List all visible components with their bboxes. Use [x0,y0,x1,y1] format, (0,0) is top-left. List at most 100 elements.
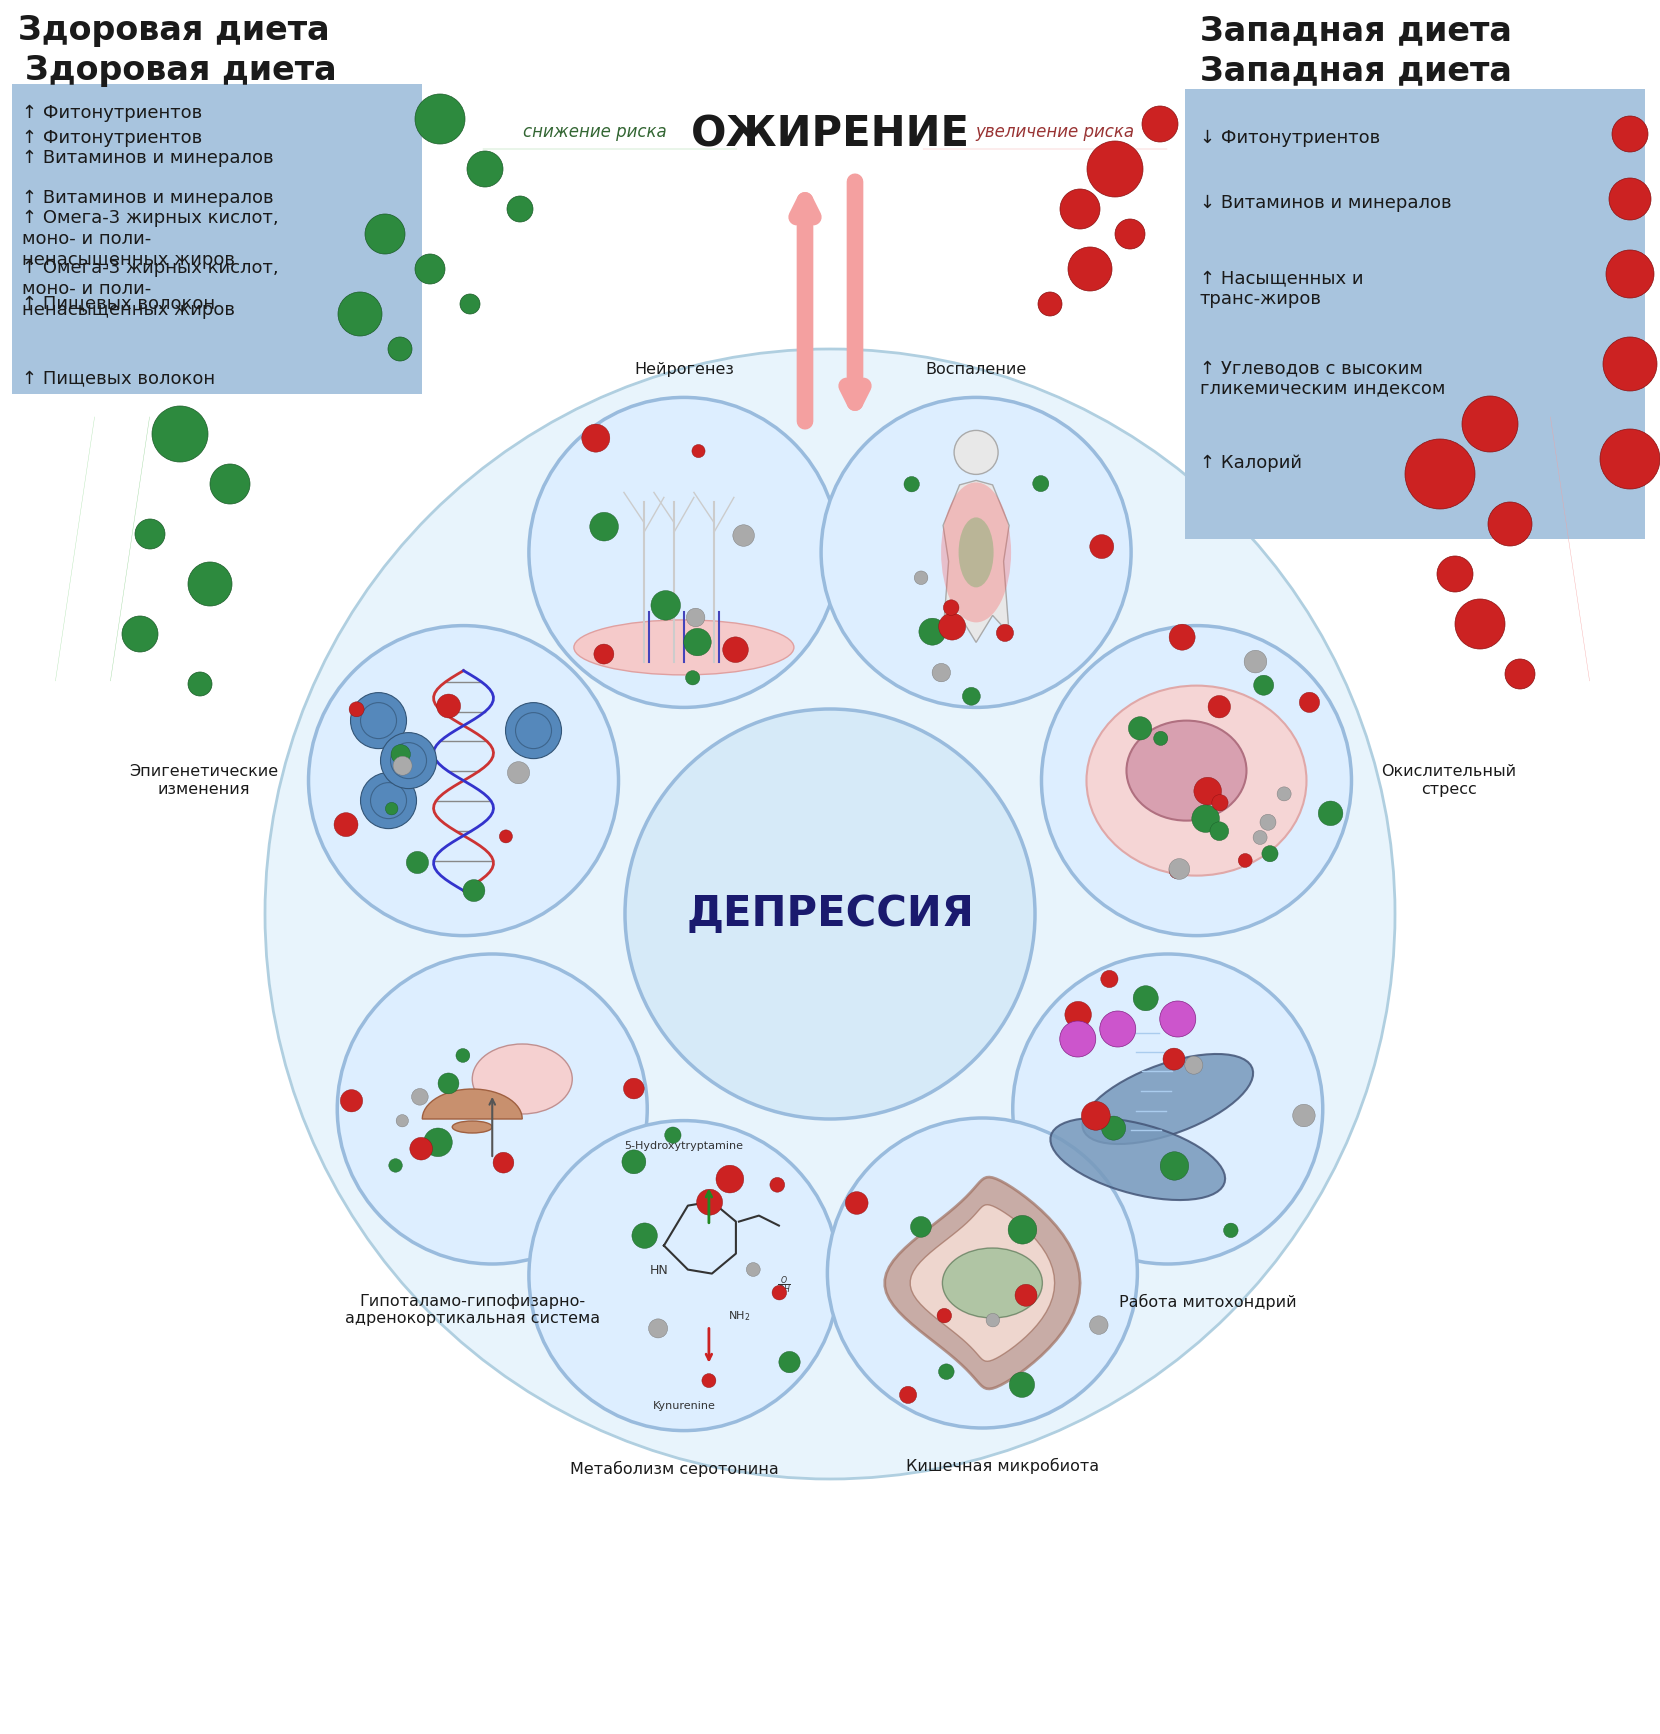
Circle shape [1318,801,1343,825]
Circle shape [581,425,609,453]
Circle shape [1013,954,1323,1264]
Circle shape [1169,624,1195,650]
Circle shape [827,1118,1137,1429]
Circle shape [188,562,232,605]
Circle shape [437,694,460,718]
FancyArrowPatch shape [110,416,149,681]
Circle shape [1033,475,1049,492]
Circle shape [624,1079,644,1099]
Circle shape [1087,140,1144,198]
Circle shape [334,813,359,836]
Circle shape [380,732,437,789]
Text: Западная диета: Западная диета [1200,54,1512,87]
Circle shape [1253,831,1267,844]
Circle shape [1160,1151,1189,1181]
Circle shape [1243,650,1267,673]
Circle shape [1253,675,1273,695]
Text: ↑ Фитонутриентов: ↑ Фитонутриентов [22,104,203,121]
Circle shape [1462,395,1517,453]
Ellipse shape [958,517,994,588]
Circle shape [360,773,417,829]
Circle shape [622,1150,646,1174]
Circle shape [360,702,397,739]
Circle shape [632,1222,657,1248]
Circle shape [1038,291,1062,316]
Circle shape [1041,626,1351,936]
Ellipse shape [941,482,1011,623]
Text: ОЖИРЕНИЕ: ОЖИРЕНИЕ [691,113,969,154]
Circle shape [986,1313,999,1327]
Circle shape [407,851,428,874]
FancyArrowPatch shape [55,416,95,681]
Circle shape [702,1373,715,1387]
Circle shape [1404,439,1476,510]
Circle shape [649,1320,667,1339]
Circle shape [1605,250,1653,298]
Text: ↑ Пищевых волокон: ↑ Пищевых волокон [22,369,216,387]
Circle shape [1101,971,1119,988]
Circle shape [410,1138,433,1160]
Circle shape [506,702,561,758]
Circle shape [460,295,480,314]
Circle shape [188,673,212,695]
Circle shape [1210,822,1228,841]
Text: Здоровая диета: Здоровая диета [18,14,330,47]
Circle shape [1438,557,1472,591]
Circle shape [1160,1001,1195,1037]
Circle shape [337,954,647,1264]
FancyBboxPatch shape [1185,88,1645,539]
Circle shape [388,1158,402,1172]
Circle shape [393,756,412,775]
Text: Окислительный
стресс: Окислительный стресс [1381,765,1517,798]
Circle shape [684,628,710,655]
Circle shape [651,591,681,621]
Circle shape [1238,853,1252,867]
Circle shape [1099,1011,1135,1047]
Circle shape [938,614,966,640]
Text: ДЕПРЕССИЯ: ДЕПРЕССИЯ [686,893,974,935]
Circle shape [715,1165,744,1193]
Polygon shape [1082,1054,1253,1144]
Circle shape [397,1115,408,1127]
Circle shape [530,1120,838,1431]
Circle shape [1059,1021,1096,1058]
Circle shape [1009,1372,1034,1398]
Circle shape [697,1190,722,1216]
Circle shape [936,1309,951,1323]
Circle shape [415,94,465,144]
Circle shape [772,1285,787,1300]
Circle shape [370,782,407,818]
Circle shape [390,742,427,779]
Circle shape [1208,695,1230,718]
Text: ↑ Витаминов и минералов: ↑ Витаминов и минералов [22,149,274,166]
Circle shape [1260,815,1277,831]
Circle shape [1262,846,1278,862]
Circle shape [943,600,959,616]
Circle shape [415,253,445,284]
Circle shape [1612,116,1648,153]
Text: ↑ Насыщенных и
транс-жиров: ↑ Насыщенных и транс-жиров [1200,269,1363,309]
Circle shape [1185,1056,1204,1073]
Circle shape [1061,189,1101,229]
Circle shape [1129,716,1152,740]
Circle shape [1067,246,1112,291]
Polygon shape [1051,1118,1225,1200]
Circle shape [134,518,164,550]
Circle shape [1081,1101,1111,1131]
Circle shape [423,1129,452,1157]
Ellipse shape [1127,721,1247,820]
Circle shape [1277,787,1291,801]
Circle shape [1169,858,1190,879]
Circle shape [692,444,705,458]
Text: ↑ Фитонутриентов: ↑ Фитонутриентов [22,128,203,147]
Circle shape [121,616,158,652]
Circle shape [1089,1316,1109,1335]
Circle shape [463,879,485,902]
Text: Нейрогенез: Нейрогенез [634,362,734,378]
Circle shape [1604,336,1657,390]
Polygon shape [943,480,1009,642]
Circle shape [392,744,410,765]
Circle shape [500,831,513,843]
Text: Воспаление: Воспаление [926,362,1028,378]
Ellipse shape [943,1248,1042,1318]
